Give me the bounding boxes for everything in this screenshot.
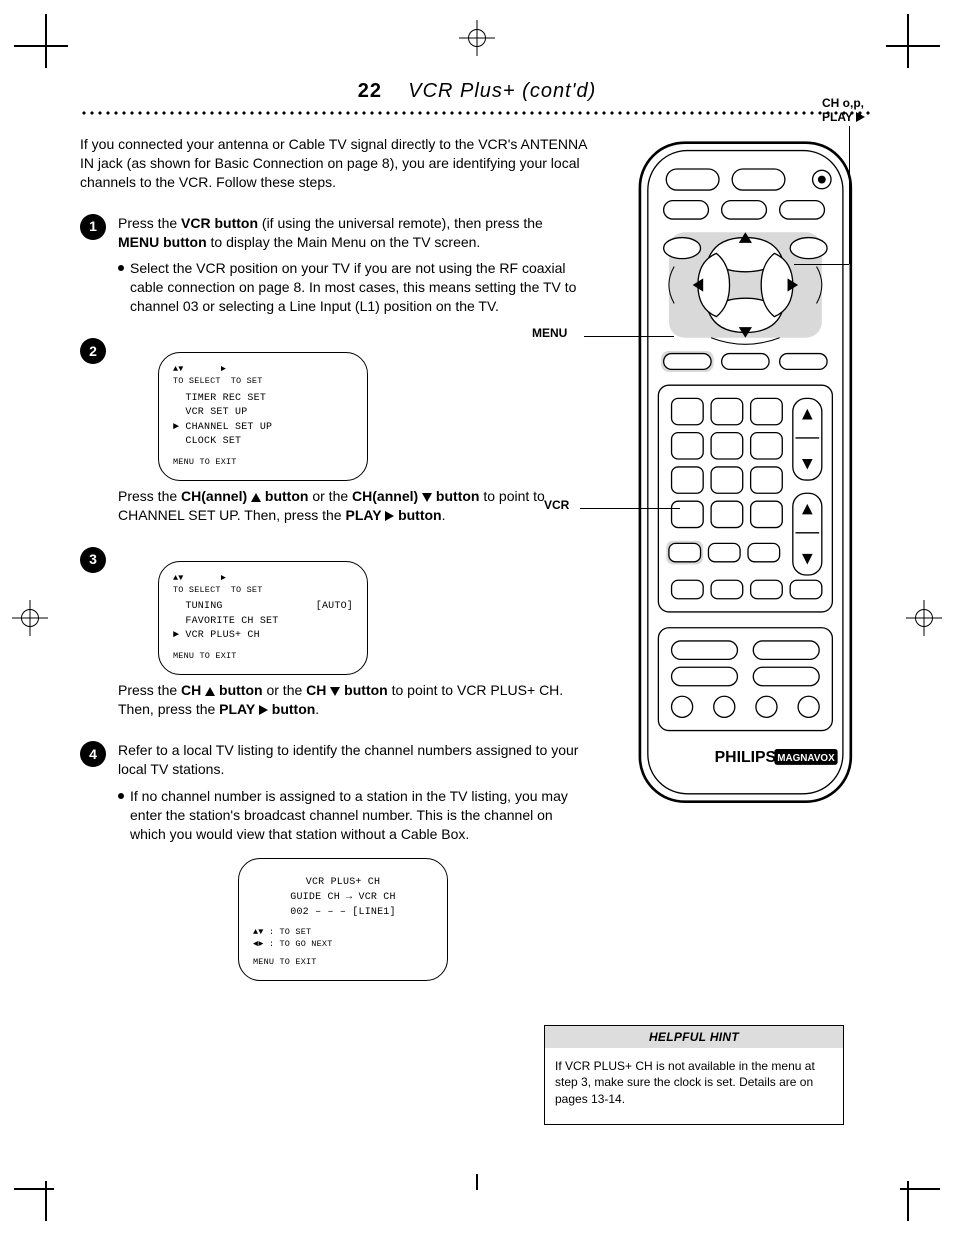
- step-note: Select the VCR position on your TV if yo…: [118, 259, 580, 316]
- crop-mark: [14, 1188, 54, 1190]
- osd-row: VCR SET UP: [173, 406, 353, 421]
- osd-vcrplus-ch: VCR PLUS+ CH GUIDE CH → VCR CH 002 – – –…: [238, 858, 448, 982]
- osd-line: GUIDE CH → VCR CH: [253, 890, 433, 905]
- osd-line: 002 – – – [LINE1]: [253, 905, 433, 920]
- osd-row-selected: ► VCR PLUS+ CH: [173, 629, 353, 644]
- step-number: 4: [80, 741, 106, 767]
- hint-body: If VCR PLUS+ CH is not available in the …: [545, 1048, 843, 1124]
- osd-header-label: TO SELECT: [173, 584, 221, 596]
- step-number: 2: [80, 338, 106, 364]
- steps-list: 1 Press the VCR button (if using the uni…: [80, 214, 580, 988]
- helpful-hint-box: HELPFUL HINT If VCR PLUS+ CH is not avai…: [544, 1025, 844, 1125]
- callout-menu: MENU: [532, 326, 567, 340]
- osd-row-selected: ► CHANNEL SET UP: [173, 421, 353, 436]
- step-note: If no channel number is assigned to a st…: [118, 787, 580, 844]
- osd-row: TUNING[AUTO]: [173, 600, 353, 615]
- crop-mark: [476, 1174, 478, 1190]
- crop-mark: [14, 45, 68, 47]
- osd-header-arrows: ▲▼ ►: [173, 572, 226, 584]
- step-number: 1: [80, 214, 106, 240]
- step-4: 4 Refer to a local TV listing to identif…: [80, 741, 580, 987]
- callout-vcr: VCR: [544, 498, 569, 512]
- step-3: 3 ▲▼ ► TO SELECT TO SET TUNING[AUTO] FAV…: [80, 547, 580, 719]
- osd-row: TIMER REC SET: [173, 392, 353, 407]
- crop-mark: [45, 14, 47, 68]
- osd-header-label: TO SET: [231, 375, 263, 387]
- osd-header-label: TO SELECT: [173, 375, 221, 387]
- callout-line: [580, 508, 680, 509]
- registration-mark: [906, 600, 942, 636]
- osd-main-menu: ▲▼ ► TO SELECT TO SET TIMER REC SET VCR …: [158, 352, 368, 481]
- remote-brand: PHILIPS: [715, 749, 776, 766]
- menu-button: [664, 354, 711, 370]
- vcr-button: [669, 543, 701, 561]
- osd-footer: MENU TO EXIT: [173, 650, 353, 662]
- step-text: Press the VCR button (if using the unive…: [118, 214, 580, 252]
- crop-mark: [907, 1181, 909, 1221]
- osd-channel-setup: ▲▼ ► TO SELECT TO SET TUNING[AUTO] FAVOR…: [158, 561, 368, 675]
- page-number: 22: [358, 80, 382, 102]
- osd-legend: ▲▼ : TO SET: [253, 926, 433, 938]
- intro-paragraph: If you connected your antenna or Cable T…: [80, 135, 600, 192]
- osd-row: FAVORITE CH SET: [173, 615, 353, 630]
- crop-mark: [900, 1188, 940, 1190]
- step-1: 1 Press the VCR button (if using the uni…: [80, 214, 580, 316]
- osd-line: VCR PLUS+ CH: [253, 875, 433, 890]
- callout-line: [584, 336, 674, 337]
- callout-line: [849, 126, 850, 264]
- callout-line: [794, 264, 849, 265]
- crop-mark: [45, 1181, 47, 1221]
- step-number: 3: [80, 547, 106, 573]
- osd-header-label: TO SET: [231, 584, 263, 596]
- step-text: Press the CH button or the CH button to …: [118, 681, 580, 719]
- page-header: 22 VCR Plus+ (cont'd): [80, 80, 874, 103]
- osd-footer: MENU TO EXIT: [253, 956, 433, 968]
- remote-subbrand: MAGNAVOX: [777, 753, 835, 764]
- crop-mark: [907, 14, 909, 68]
- step-2: 2 ▲▼ ► TO SELECT TO SET TIMER REC SET VC…: [80, 338, 580, 525]
- step-text: Refer to a local TV listing to identify …: [118, 741, 580, 779]
- osd-footer: MENU TO EXIT: [173, 456, 353, 468]
- page-content: 22 VCR Plus+ (cont'd) If you connected y…: [80, 80, 874, 1165]
- header-divider-dots: [80, 109, 874, 117]
- registration-mark: [459, 20, 495, 56]
- registration-mark: [12, 600, 48, 636]
- step-text: Press the CH(annel) button or the CH(ann…: [118, 487, 580, 525]
- remote-illustration: CH o,p,PLAY MENU VCR: [574, 140, 864, 830]
- hint-title: HELPFUL HINT: [545, 1026, 843, 1048]
- callout-ch-play: CH o,p,PLAY: [822, 96, 942, 124]
- osd-row: CLOCK SET: [173, 435, 353, 450]
- osd-legend: ◄► : TO GO NEXT: [253, 938, 433, 950]
- crop-mark: [886, 45, 940, 47]
- osd-header-arrows: ▲▼ ►: [173, 363, 226, 375]
- page-title: VCR Plus+ (cont'd): [408, 80, 596, 102]
- remote-svg: PHILIPS MAGNAVOX: [574, 140, 864, 825]
